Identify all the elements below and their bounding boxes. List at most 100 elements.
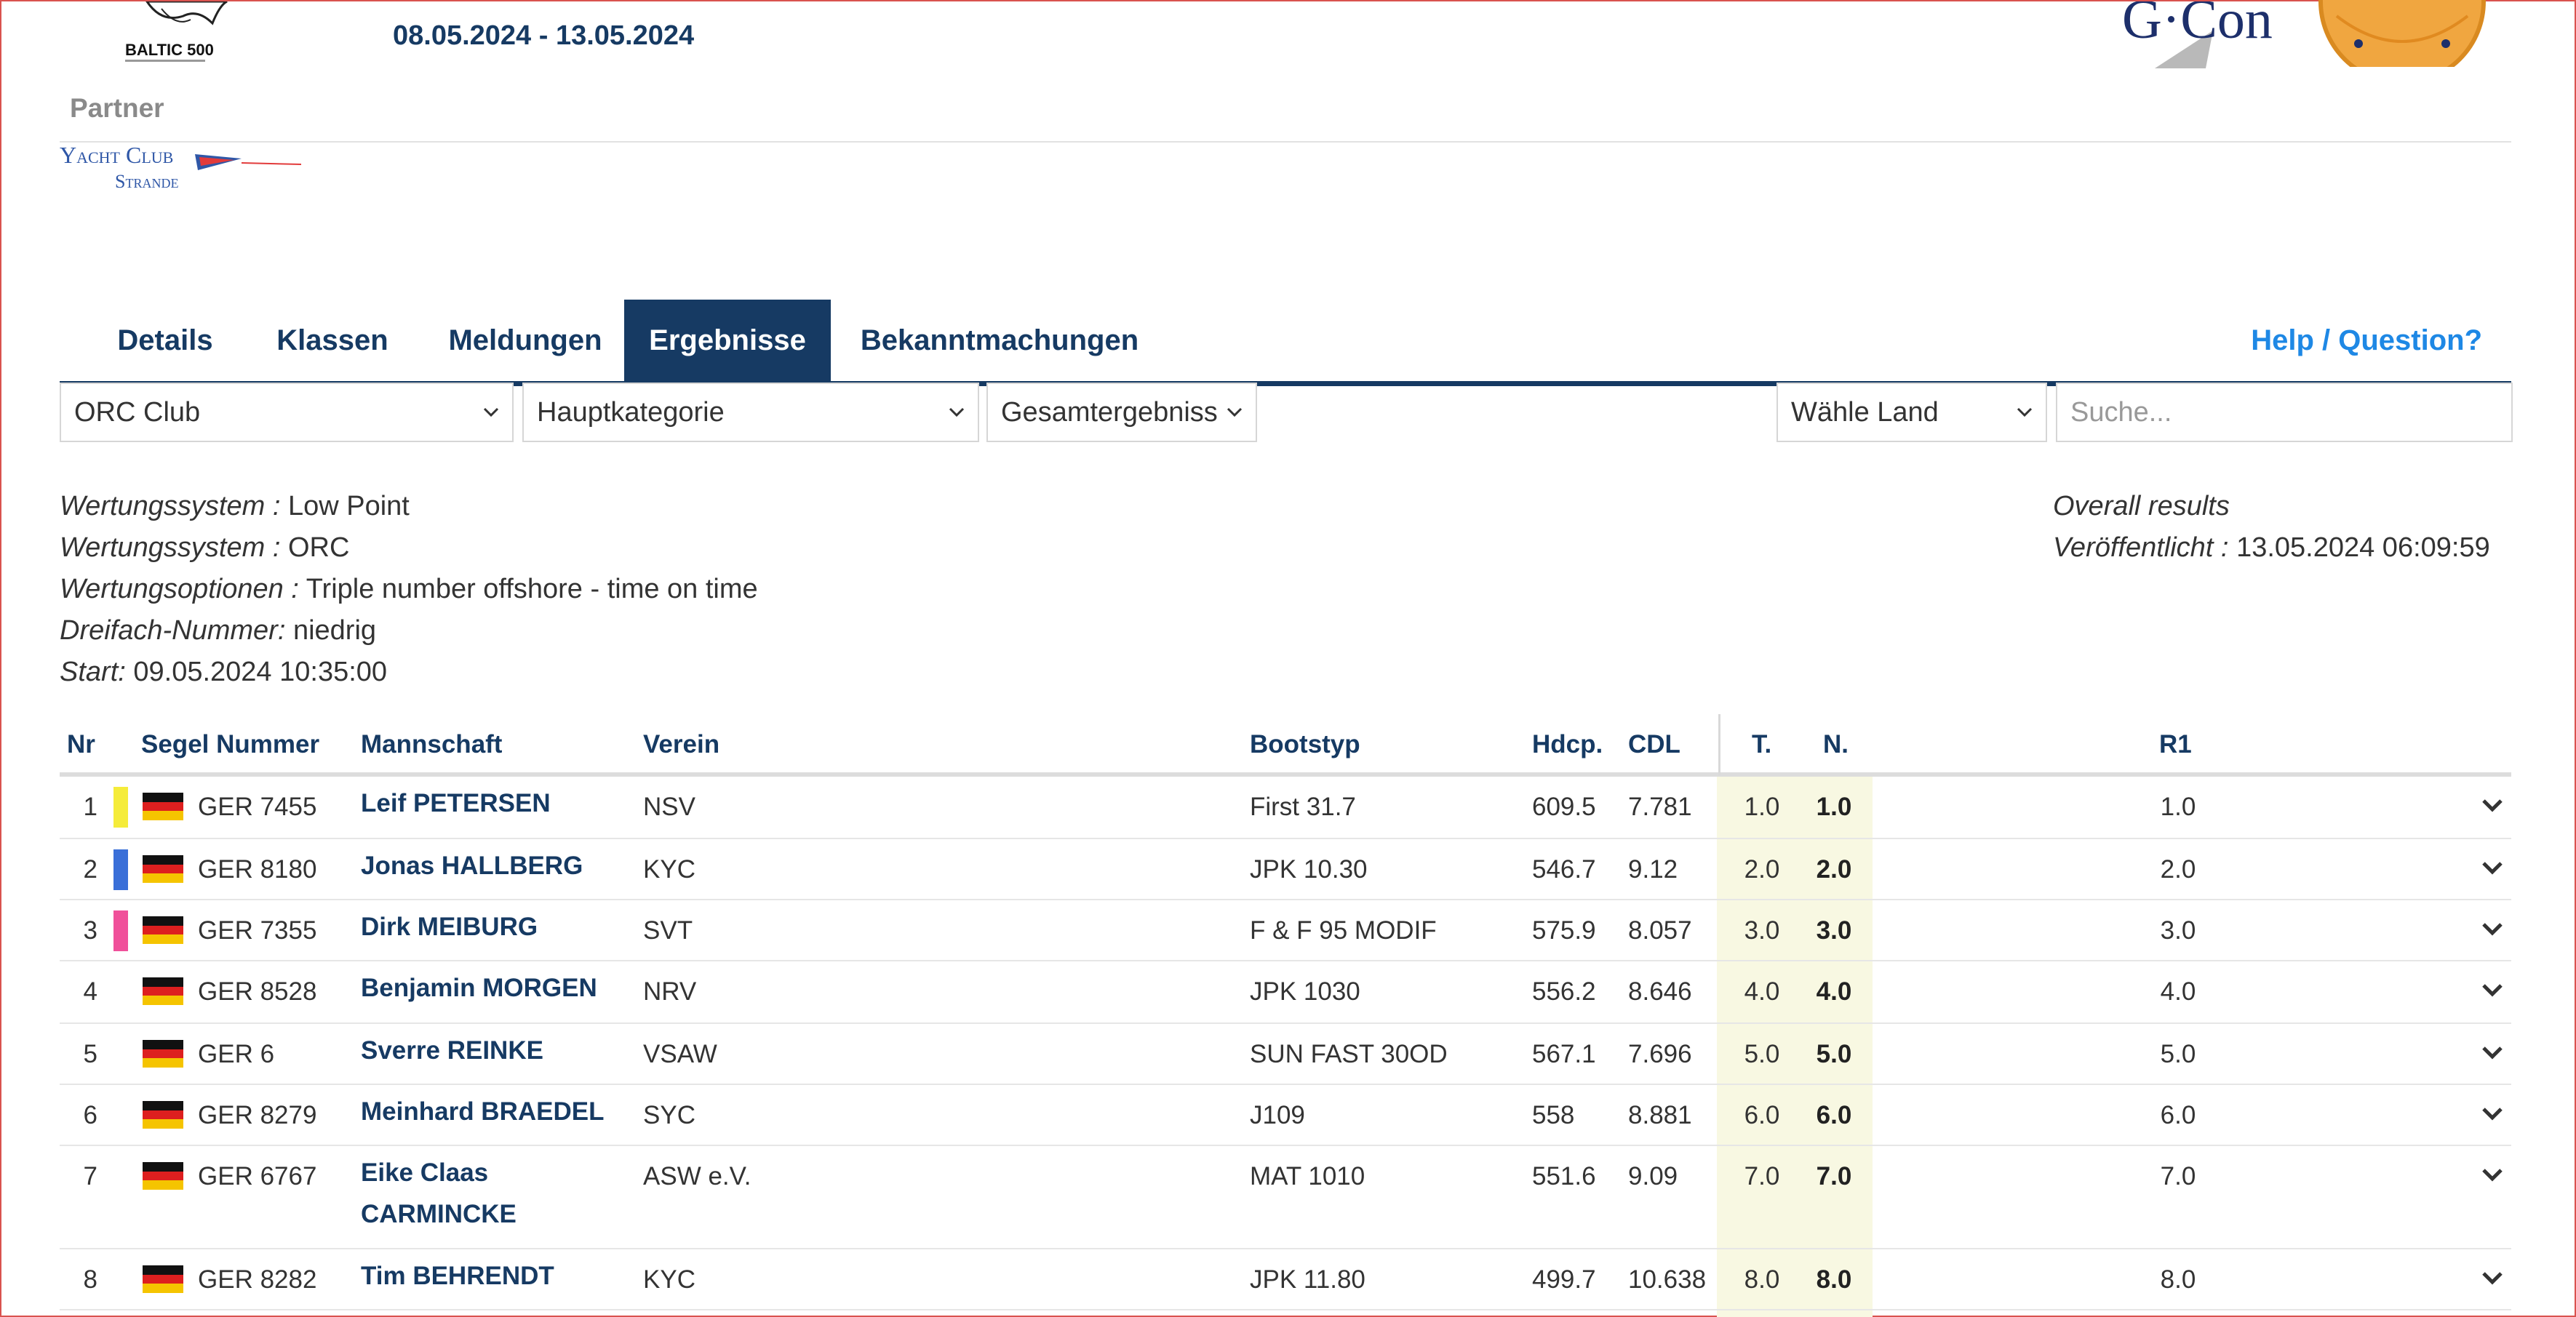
crew-name: Meinhard BRAEDEL	[361, 1097, 605, 1126]
status-color-swatch	[113, 910, 128, 951]
result-type-select[interactable]: Gesamtergebniss	[986, 383, 1257, 442]
header-sail-number[interactable]: Segel Nummer	[141, 730, 320, 758]
header-handicap[interactable]: Hdcp.	[1532, 730, 1603, 758]
header-net[interactable]: N.	[1823, 730, 1849, 758]
club-name: NSV	[643, 793, 695, 821]
boat-type: JPK 1030	[1250, 977, 1360, 1006]
handicap-value: 499.7	[1532, 1265, 1596, 1294]
rank-number: 1	[83, 793, 97, 821]
sail-number: GER 6	[198, 1040, 275, 1068]
search-input[interactable]	[2056, 383, 2513, 442]
column-separator	[1718, 714, 1720, 775]
chevron-down-icon[interactable]	[2478, 1264, 2507, 1293]
triple-value: niedrig	[292, 615, 377, 646]
cdl-value: 8.881	[1628, 1101, 1692, 1129]
boat-type: J109	[1250, 1101, 1305, 1129]
germany-flag-icon	[143, 1162, 183, 1190]
cdl-value: 9.09	[1628, 1162, 1678, 1190]
germany-flag-icon	[143, 977, 183, 1005]
status-color-swatch	[113, 849, 128, 890]
table-row[interactable]: 8 GER 8282 Tim BEHRENDT KYC JPK 11.80 499.7 10…	[60, 1248, 2511, 1310]
race-1-points: 6.0	[2160, 1101, 2196, 1129]
header-total[interactable]: T.	[1752, 730, 1772, 758]
cdl-value: 7.696	[1628, 1040, 1692, 1068]
total-points: 5.0	[1744, 1040, 1780, 1068]
chevron-down-icon[interactable]	[2478, 1100, 2507, 1129]
table-row[interactable]: 1 GER 7455 Leif PETERSEN NSV First 31.7 609.5…	[60, 775, 2511, 839]
crew-name: Jonas HALLBERG	[361, 852, 583, 880]
chevron-down-icon[interactable]	[2478, 915, 2507, 944]
club-name: NRV	[643, 977, 697, 1006]
tab-ergebnisse[interactable]: Ergebnisse	[624, 300, 831, 381]
sail-number: GER 7355	[198, 916, 317, 945]
race-1-points: 8.0	[2160, 1265, 2196, 1294]
scoring-info: Wertungssystem : Low Point Wertungssyste…	[60, 486, 758, 693]
total-net-highlight	[1717, 775, 1873, 1317]
rank-number: 6	[83, 1101, 97, 1129]
total-points: 6.0	[1744, 1101, 1780, 1129]
chevron-down-icon[interactable]	[2478, 1038, 2507, 1068]
net-points: 1.0	[1816, 793, 1852, 821]
race-1-points: 4.0	[2160, 977, 2196, 1006]
handicap-value: 551.6	[1532, 1162, 1596, 1190]
table-row[interactable]: 5 GER 6 Sverre REINKE VSAW SUN FAST 30OD 567.…	[60, 1022, 2511, 1085]
chevron-down-icon	[1224, 384, 1245, 441]
header-crew[interactable]: Mannschaft	[361, 730, 503, 758]
table-row[interactable]: 2 GER 8180 Jonas HALLBERG KYC JPK 10.30 546.7…	[60, 838, 2511, 900]
rank-number: 3	[83, 916, 97, 945]
table-row[interactable]: 3 GER 7355 Dirk MEIBURG SVT F & F 95 MODIF 57…	[60, 899, 2511, 961]
published-value: 13.05.2024 06:09:59	[2236, 532, 2490, 563]
club-name: KYC	[643, 855, 695, 884]
header-race-1[interactable]: R1	[2159, 730, 2192, 758]
triple-label: Dreifach-Nummer:	[60, 615, 286, 646]
germany-flag-icon	[143, 1040, 183, 1068]
handicap-value: 575.9	[1532, 916, 1596, 945]
partner-label: Partner	[70, 93, 164, 123]
cdl-value: 10.638	[1628, 1265, 1707, 1294]
net-points: 3.0	[1816, 916, 1852, 945]
header-boat-type[interactable]: Bootstyp	[1250, 730, 1360, 758]
cdl-value: 9.12	[1628, 855, 1678, 884]
crew-name: Tim BEHRENDT	[361, 1262, 554, 1290]
net-points: 6.0	[1816, 1101, 1852, 1129]
results-table-header: Nr Segel Nummer Mannschaft Verein Bootst…	[60, 716, 2511, 777]
tab-klassen[interactable]: Klassen	[276, 324, 388, 356]
tab-details[interactable]: Details	[117, 324, 213, 356]
chevron-down-icon[interactable]	[2478, 976, 2507, 1005]
status-color-swatch	[113, 787, 128, 828]
category-select[interactable]: Hauptkategorie	[522, 383, 979, 442]
race-1-points: 3.0	[2160, 916, 2196, 945]
orange-circle-logo	[2315, 0, 2489, 85]
cdl-value: 8.646	[1628, 977, 1692, 1006]
scoring-label: Wertungssystem :	[60, 491, 281, 521]
table-row[interactable]: 6 GER 8279 Meinhard BRAEDEL SYC J109 558 8.881…	[60, 1084, 2511, 1146]
header-club[interactable]: Verein	[643, 730, 720, 758]
race-1-points: 7.0	[2160, 1162, 2196, 1190]
scoring2-value: ORC	[287, 532, 350, 563]
chevron-down-icon[interactable]	[2478, 791, 2507, 820]
event-date-range: 08.05.2024 - 13.05.2024	[393, 20, 695, 51]
net-points: 5.0	[1816, 1040, 1852, 1068]
class-select[interactable]: ORC Club	[60, 383, 514, 442]
germany-flag-icon	[143, 1265, 183, 1293]
chevron-down-icon[interactable]	[2478, 1161, 2507, 1190]
header-cdl[interactable]: CDL	[1628, 730, 1680, 758]
total-points: 3.0	[1744, 916, 1780, 945]
club-name: VSAW	[643, 1040, 717, 1068]
tab-bekanntmachungen[interactable]: Bekanntmachungen	[860, 324, 1139, 356]
total-points: 4.0	[1744, 977, 1780, 1006]
net-points: 7.0	[1816, 1162, 1852, 1190]
table-row[interactable]: 4 GER 8528 Benjamin MORGEN NRV JPK 1030 556.2…	[60, 960, 2511, 1024]
tab-meldungen[interactable]: Meldungen	[448, 324, 602, 356]
boat-type: JPK 10.30	[1250, 855, 1368, 884]
start-label: Start:	[60, 657, 126, 687]
club-name: KYC	[643, 1265, 695, 1294]
chevron-down-icon[interactable]	[2478, 854, 2507, 883]
table-row[interactable]: 7 GER 6767 Eike Claas CARMINCKE ASW e.V. MAT…	[60, 1145, 2511, 1249]
gcon-sponsor-logo: G·Con	[2118, 0, 2482, 71]
header-nr[interactable]: Nr	[67, 730, 95, 758]
help-question-link[interactable]: Help / Question?	[2251, 324, 2482, 356]
country-select[interactable]: Wähle Land	[1777, 383, 2047, 442]
cdl-value: 8.057	[1628, 916, 1692, 945]
start-value: 09.05.2024 10:35:00	[133, 657, 388, 687]
